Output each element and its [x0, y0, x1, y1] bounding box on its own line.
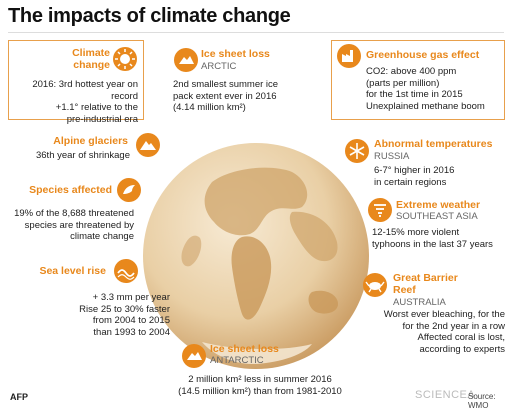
page-title: The impacts of climate change [8, 5, 291, 27]
source-text: Source: WMO [468, 392, 496, 410]
sea-level-text: + 3.3 mm per year Rise 25 to 30% faster … [79, 292, 170, 338]
ice-antarctic-region: ANTARCTIC [210, 355, 264, 366]
sea-level-heading: Sea level rise [39, 265, 106, 277]
ice-arctic-region: ARCTIC [201, 61, 237, 72]
ice-icon [182, 344, 206, 368]
glaciers-text: 36th year of shrinkage [35, 150, 130, 161]
abnormal-temps-text: 6-7° higher in 2016 in certain regions [374, 165, 455, 188]
tornado-icon [368, 198, 392, 222]
agency-logo: AFP [10, 392, 28, 402]
greenhouse-text: CO2: above 400 ppm (parts per million) f… [366, 66, 485, 112]
ice-arctic-heading: Ice sheet loss [201, 48, 270, 60]
abnormal-temps-region: RUSSIA [374, 151, 410, 162]
barrier-reef-heading: Great Barrier Reef [393, 272, 458, 296]
title-divider [8, 32, 504, 33]
sun-icon [113, 47, 137, 71]
factory-icon [337, 44, 361, 68]
glaciers-heading: Alpine glaciers [53, 135, 128, 147]
greenhouse-box [331, 40, 505, 120]
crab-icon [363, 273, 387, 297]
climate-change-heading: Climate change [72, 47, 110, 71]
ice-arctic-text: 2nd smallest summer ice pack extent ever… [173, 79, 279, 113]
species-text: 19% of the 8,688 threatened species are … [14, 208, 134, 242]
greenhouse-heading: Greenhouse gas effect [366, 49, 480, 61]
wave-icon [114, 259, 138, 283]
watermark: SCIENCEA [415, 389, 476, 401]
extreme-weather-heading: Extreme weather [396, 199, 481, 211]
ice-antarctic-text: 2 million km² less in summer 2016 (14.5 … [178, 374, 342, 397]
climate-change-box [8, 40, 144, 120]
species-heading: Species affected [29, 184, 112, 196]
bird-icon [117, 178, 141, 202]
climate-change-text: 2016: 3rd hottest year on record +1.1° r… [32, 79, 138, 125]
barrier-reef-region: AUSTRALIA [393, 297, 446, 308]
ice-antarctic-heading: Ice sheet loss [210, 343, 279, 355]
extreme-weather-text: 12-15% more violent typhoons in the last… [372, 227, 493, 250]
extreme-weather-region: SOUTHEAST ASIA [396, 211, 478, 222]
barrier-reef-text: Worst ever bleaching, for the for the 2n… [383, 309, 505, 355]
mountain-icon [136, 133, 160, 157]
abnormal-temps-heading: Abnormal temperatures [374, 138, 493, 150]
globe-image [143, 143, 369, 369]
snowflake-icon [345, 139, 369, 163]
ice-icon [174, 48, 198, 72]
